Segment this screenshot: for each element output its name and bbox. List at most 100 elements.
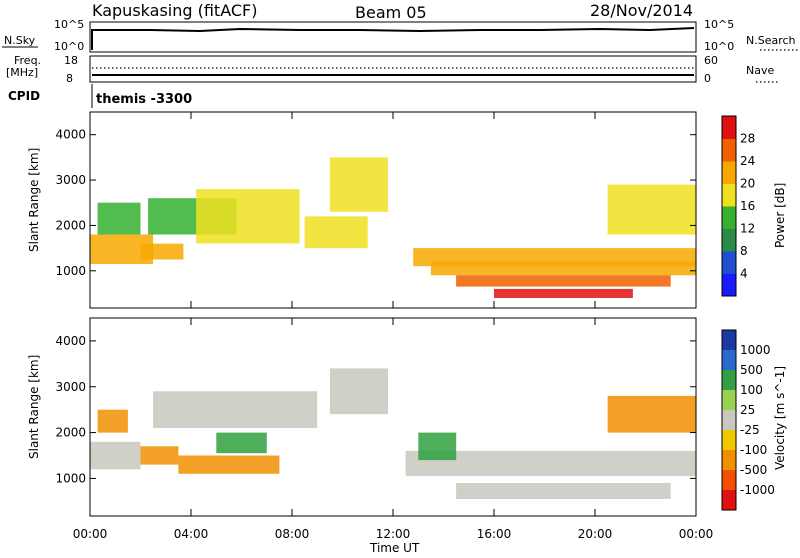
velocity-band-7 <box>456 483 671 499</box>
power-colorbar-cell <box>722 206 736 229</box>
velocity-colorbar-tick: 1000 <box>740 343 771 357</box>
velocity-band-8 <box>418 432 457 461</box>
power-panel: 1000 2000 3000 4000 Slant Range [km] <box>27 111 697 309</box>
y-tick-label: 2000 <box>55 218 86 232</box>
velocity-band-10 <box>97 409 128 433</box>
power-colorbar-tick: 16 <box>740 199 755 213</box>
velocity-panel: 1000 2000 3000 4000 Slant Range [km] <box>27 317 697 517</box>
velocity-band-2 <box>178 455 280 474</box>
x-tick-label: 08:00 <box>275 527 310 541</box>
nsky-tick-top: 10^5 <box>54 18 84 31</box>
power-colorbar-cell <box>722 116 736 139</box>
power-colorbar-cell <box>722 161 736 184</box>
power-cells <box>90 157 696 298</box>
power-band-5 <box>304 216 368 249</box>
x-tick-label: 12:00 <box>376 527 411 541</box>
velocity-colorbar-cell <box>722 370 736 391</box>
power-colorbar-tick: 20 <box>740 177 755 191</box>
y-tick-label: 2000 <box>55 426 86 440</box>
velocity-band-4 <box>216 432 267 454</box>
velocity-band-1 <box>140 446 179 465</box>
velocity-y-axis: 1000 2000 3000 4000 <box>55 334 696 485</box>
velocity-band-0 <box>90 441 141 470</box>
power-colorbar-tick: 24 <box>740 154 755 168</box>
power-ylabel: Slant Range [km] <box>27 148 41 252</box>
velocity-colorbar-label: Velocity [m s^-1] <box>773 366 787 470</box>
velocity-cells <box>90 368 696 499</box>
velocity-colorbar-cell <box>722 430 736 451</box>
velocity-colorbar-cell <box>722 390 736 411</box>
power-colorbar-label: Power [dB] <box>773 183 787 248</box>
power-band-9 <box>456 275 671 287</box>
time-axis-label: Time UT <box>369 541 420 554</box>
velocity-colorbar-frame <box>721 329 737 511</box>
y-tick-label: 4000 <box>55 128 86 142</box>
velocity-band-9 <box>607 395 696 433</box>
velocity-ylabel: Slant Range [km] <box>27 355 41 459</box>
freq-tick-bottom: 8 <box>66 72 73 85</box>
power-colorbar: 28 24 20 16 12 8 4 <box>721 115 755 297</box>
power-band-6 <box>329 157 388 212</box>
y-tick-label: 3000 <box>55 173 86 187</box>
nsearch-tick-bottom: 10^0 <box>704 40 734 53</box>
power-band-1 <box>97 202 141 235</box>
nave-tick-bottom: 0 <box>704 72 711 85</box>
y-tick-label: 4000 <box>55 334 86 348</box>
nsky-tick-bottom: 10^0 <box>54 40 84 53</box>
freq-label-2: [MHz] <box>6 66 38 79</box>
velocity-colorbar-tick: 25 <box>740 403 755 417</box>
nsearch-tick-top: 10^5 <box>704 18 734 31</box>
y-tick-label: 1000 <box>55 264 86 278</box>
nsearch-label: N.Search <box>746 34 796 47</box>
power-band-2 <box>140 243 184 260</box>
velocity-colorbar-tick: -1000 <box>740 483 775 497</box>
time-axis: 00:00 04:00 08:00 12:00 16:00 20:00 00:00 <box>73 112 714 541</box>
velocity-colorbar-tick: -100 <box>740 443 767 457</box>
power-band-11 <box>607 184 696 235</box>
velocity-colorbar-cell <box>722 490 736 511</box>
freq-label-1: Freq. <box>14 54 41 67</box>
freq-panel: Freq. [MHz] 18 8 60 0 Nave <box>6 54 780 85</box>
velocity-colorbar-tick: 500 <box>740 363 763 377</box>
velocity-colorbar-cell <box>722 470 736 491</box>
power-colorbar-cell <box>722 228 736 252</box>
power-colorbar-tick: 8 <box>740 244 748 258</box>
nsky-label: N.Sky <box>4 34 36 47</box>
power-colorbar-cell <box>722 251 736 274</box>
velocity-band-3 <box>153 391 318 428</box>
power-band-4 <box>196 189 300 244</box>
power-y-axis: 1000 2000 3000 4000 <box>55 128 696 278</box>
power-colorbar-cell <box>722 138 736 162</box>
power-colorbar-cell <box>722 183 736 207</box>
x-tick-label: 00:00 <box>679 527 714 541</box>
power-band-8 <box>430 261 696 276</box>
velocity-band-5 <box>329 368 388 415</box>
velocity-colorbar-cell <box>722 350 736 371</box>
x-tick-label: 04:00 <box>174 527 209 541</box>
x-tick-label: 20:00 <box>578 527 613 541</box>
power-colorbar-cell <box>722 273 736 297</box>
x-tick-label: 16:00 <box>477 527 512 541</box>
power-band-7 <box>413 248 696 267</box>
power-colorbar-tick: 28 <box>740 132 755 146</box>
y-tick-label: 3000 <box>55 380 86 394</box>
power-colorbar-frame <box>721 115 737 297</box>
velocity-colorbar-cell <box>722 410 736 431</box>
power-colorbar-tick: 4 <box>740 267 748 281</box>
cpid-value: themis -3300 <box>96 92 192 107</box>
velocity-colorbar-tick: -25 <box>740 423 760 437</box>
date-label: 28/Nov/2014 <box>590 1 693 20</box>
beam-label: Beam 05 <box>355 3 427 22</box>
x-tick-label: 00:00 <box>73 527 108 541</box>
station-title: Kapuskasing (fitACF) <box>92 1 257 20</box>
power-band-10 <box>494 288 633 298</box>
velocity-colorbar-cell <box>722 330 736 351</box>
nsky-panel: N.Sky 10^5 10^0 10^5 10^0 N.Search <box>2 18 798 53</box>
y-tick-label: 1000 <box>55 471 86 485</box>
nave-label: Nave <box>746 64 774 77</box>
velocity-colorbar: 1000 500 100 25 -25 -100 -500 -1000 <box>721 329 775 511</box>
velocity-colorbar-tick: -500 <box>740 463 767 477</box>
power-colorbar-tick: 12 <box>740 222 755 236</box>
nave-tick-top: 60 <box>704 54 718 67</box>
